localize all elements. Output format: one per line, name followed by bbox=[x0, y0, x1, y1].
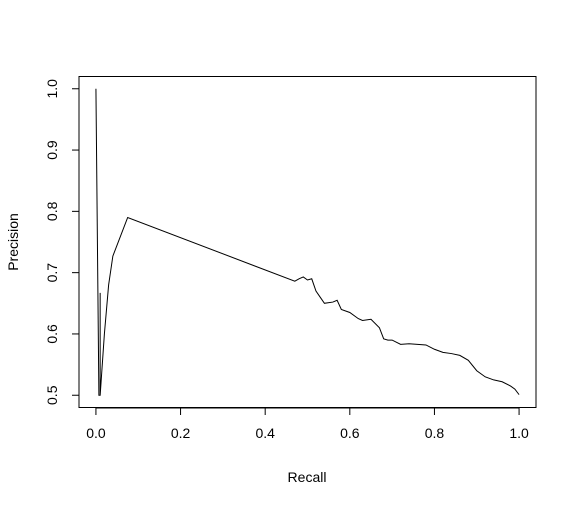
y-tick-label: 0.9 bbox=[44, 140, 60, 160]
y-tick-label: 0.7 bbox=[44, 263, 60, 283]
x-tick-label: 0.6 bbox=[340, 425, 360, 441]
x-tick-label: 0.0 bbox=[86, 425, 106, 441]
x-tick-label: 0.2 bbox=[171, 425, 191, 441]
precision-recall-curve bbox=[95, 88, 520, 396]
x-axis-label: Recall bbox=[288, 469, 327, 485]
y-tick-label: 1.0 bbox=[44, 79, 60, 99]
y-tick-label: 0.8 bbox=[44, 201, 60, 221]
y-axis-label: Precision bbox=[5, 213, 21, 271]
y-axis: 0.5 0.6 0.7 0.8 0.9 1.0 bbox=[44, 79, 80, 405]
plot-frame bbox=[78, 76, 537, 408]
y-tick-label: 0.5 bbox=[44, 385, 60, 405]
x-axis: 0.0 0.2 0.4 0.6 0.8 1.0 bbox=[86, 407, 529, 441]
x-tick-label: 0.4 bbox=[255, 425, 275, 441]
y-tick-label: 0.6 bbox=[44, 324, 60, 344]
x-tick-label: 0.8 bbox=[425, 425, 445, 441]
x-tick-label: 1.0 bbox=[509, 425, 529, 441]
